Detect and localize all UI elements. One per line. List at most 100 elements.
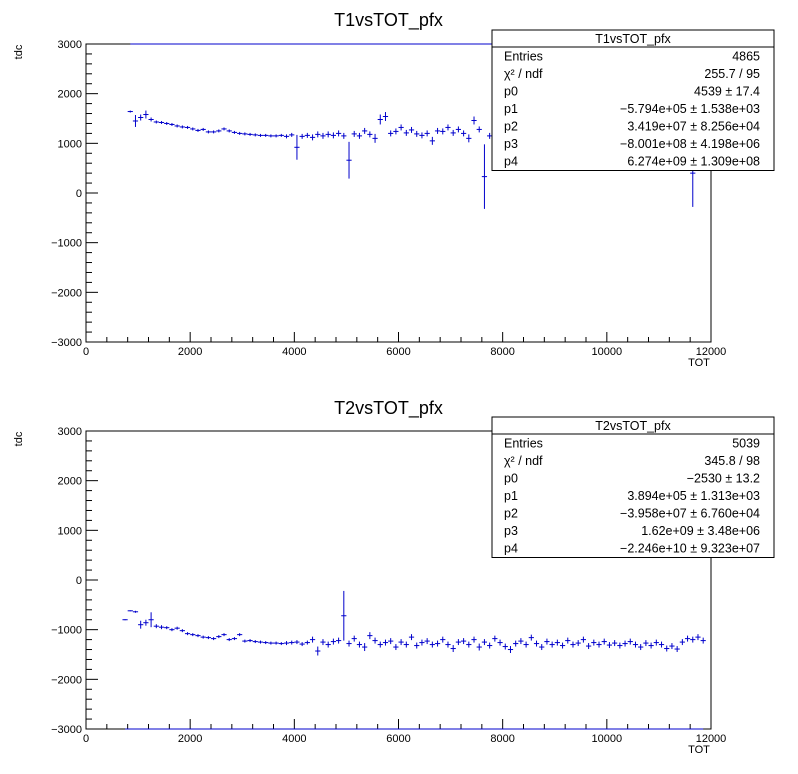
x-tick-label: 2000 [178,733,202,745]
data-point [211,130,217,134]
data-point [278,133,284,137]
data-point [221,633,227,637]
stats-value: −8.001e+08 ± 4.198e+06 [620,137,760,151]
data-point [289,132,295,137]
stats-value: −2530 ± 13.2 [687,472,760,486]
data-point [403,641,409,648]
stats-value: −3.958e+07 ± 6.760e+04 [620,507,760,521]
data-point [299,133,305,139]
data-point [341,590,347,641]
data-point [304,132,310,138]
data-point [205,636,211,640]
data-point [304,640,310,645]
stats-value: 3.894e+05 ± 1.313e+03 [627,489,760,503]
data-point [320,132,326,139]
x-tick-label: 6000 [386,733,410,745]
data-point [492,635,498,642]
data-point [403,129,409,136]
data-point [132,115,139,127]
data-point [247,132,253,136]
y-tick-label: 3000 [58,39,82,51]
x-tick-label: 4000 [282,733,306,745]
data-point [674,646,680,653]
data-point [179,125,185,129]
data-point [362,127,368,134]
x-tick-label: 0 [83,733,89,745]
stats-label: χ² / ndf [504,67,543,81]
data-point [283,641,290,646]
data-point [414,642,420,649]
data-point [466,641,472,648]
data-point [518,638,524,645]
x-tick-label: 8000 [490,733,514,745]
y-tick-label: −3000 [51,724,82,736]
y-tick-label: 1000 [58,138,82,150]
stats-value: 5039 [732,437,760,451]
stats-label: Entries [504,50,543,64]
data-point [164,626,170,630]
data-point [315,646,321,656]
stats-label: p4 [504,155,518,169]
stats-label: p0 [504,85,518,99]
stats-title: T1vsTOT_pfx [595,32,671,46]
data-point [627,638,633,645]
data-point [424,130,430,137]
data-point [351,130,357,137]
data-point [372,133,378,143]
data-point [138,620,144,629]
data-point [507,646,514,654]
data-point [648,642,654,649]
data-point [247,639,253,643]
stats-value: 255.7 / 95 [704,67,760,81]
stats-label: Entries [504,437,543,451]
stats-value: 4865 [732,50,760,64]
data-point [414,130,420,137]
data-point [419,132,425,139]
data-point [153,624,159,629]
stats-box-frame [491,416,775,558]
data-point [586,643,592,650]
y-tick-label: 2000 [58,476,82,488]
data-point [700,637,706,644]
x-tick-label: 0 [83,346,89,358]
data-point [325,131,331,138]
data-point [664,645,670,652]
data-point [158,120,165,124]
data-point [148,612,154,628]
data-point [143,110,149,119]
data-point [455,639,461,646]
data-point [174,626,180,630]
data-point [138,114,144,121]
data-point [226,129,232,133]
stats-box: T2vsTOT_pfx Entries 5039 χ² / ndf 345.8 / 98… [491,416,775,558]
x-axis-label: TOT [688,357,710,369]
data-point [346,141,352,179]
data-point [200,635,206,639]
data-point [528,634,534,641]
data-point [356,132,363,139]
stats-value: 3.419e+07 ± 8.256e+04 [627,120,760,134]
stats-label: p1 [504,102,518,116]
stats-value: 1.62e+09 ± 3.48e+06 [641,524,760,538]
x-axis-label: TOT [688,744,710,756]
data-point [242,132,248,136]
chart-panel-2: T2vsTOT_pfx −3000 −2000 −1000 0 1000 2000 3000 0… [13,398,775,756]
data-point [632,641,639,648]
data-point [450,645,456,653]
data-point [184,632,191,636]
y-axis-label: tdc [13,431,25,446]
data-point [231,637,238,641]
data-point [289,640,295,645]
data-point [575,640,581,647]
data-point [393,644,399,651]
data-point [424,638,430,645]
data-point [481,639,488,646]
data-point [408,634,415,641]
data-point [669,643,675,650]
data-point [539,644,545,651]
data-point [658,641,665,648]
data-point [309,134,316,141]
x-tick-label: 12000 [696,733,727,745]
data-point [226,638,232,642]
stats-label: p4 [504,542,518,556]
